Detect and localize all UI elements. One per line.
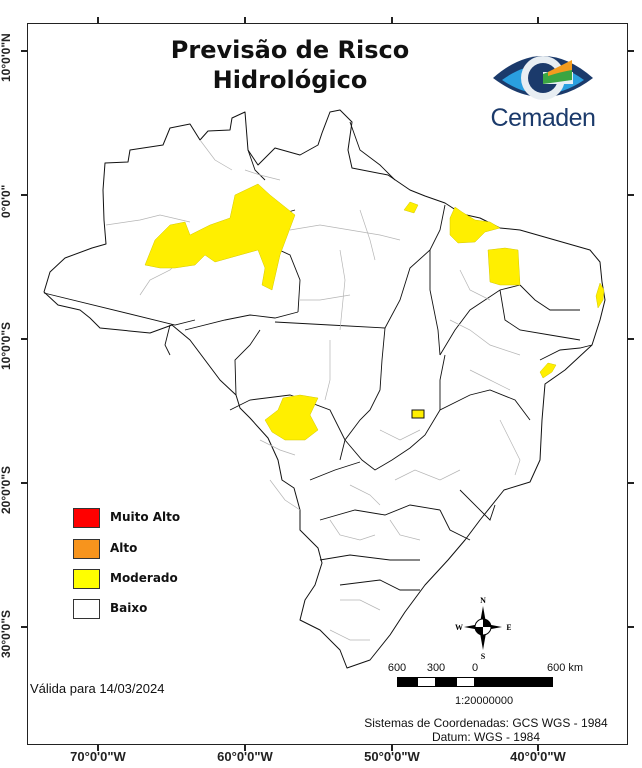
legend-label: Baixo <box>110 601 148 615</box>
legend-label: Muito Alto <box>110 510 181 524</box>
lon-tick <box>391 745 393 751</box>
lat-tick <box>21 338 27 340</box>
lat-tick <box>21 482 27 484</box>
lon-tick <box>391 17 393 23</box>
moderado-maranhao <box>449 206 501 244</box>
lon-tick <box>244 17 246 23</box>
lon-label-60w: 60°0'0"W <box>217 749 273 764</box>
scale-label: 600 <box>387 662 407 674</box>
legend-label: Moderado <box>110 571 178 585</box>
lat-tick <box>628 50 634 52</box>
lat-tick <box>628 338 634 340</box>
scale-label: 300 <box>426 662 446 674</box>
lon-tick <box>537 17 539 23</box>
eye-logo-icon <box>493 56 593 100</box>
swatch-yellow <box>73 569 100 589</box>
lon-label-40w: 40°0'0"W <box>510 749 566 764</box>
svg-text:E: E <box>506 623 511 632</box>
lon-label-50w: 50°0'0"W <box>364 749 420 764</box>
coordinate-system: Sistemas de Coordenadas: GCS WGS - 1984 … <box>350 716 622 744</box>
lon-tick <box>537 745 539 751</box>
swatch-orange <box>73 539 100 559</box>
svg-text:S: S <box>481 652 486 659</box>
scale-label: 600 km <box>546 662 584 674</box>
moderado-para-amapa <box>403 201 419 214</box>
swatch-white <box>73 599 100 619</box>
datum-text: Datum: WGS - 1984 <box>431 730 541 744</box>
cemaden-logo: Cemaden <box>488 46 598 136</box>
lat-tick <box>21 50 27 52</box>
moderado-goias-df <box>411 409 425 419</box>
coord-system-text: Sistemas de Coordenadas: GCS WGS - 1984 <box>364 716 608 730</box>
north-arrow-icon: N S W E <box>455 596 511 659</box>
moderado-rondonia-mt <box>264 394 319 441</box>
lon-tick <box>244 745 246 751</box>
lat-tick <box>21 194 27 196</box>
swatch-red <box>73 508 100 528</box>
title-line-1: Previsão de Risco <box>170 36 410 64</box>
scale-ratio: 1:20000000 <box>455 695 514 707</box>
lon-tick <box>97 17 99 23</box>
moderado-amazonas <box>144 183 296 291</box>
lat-tick <box>628 194 634 196</box>
lat-tick <box>21 626 27 628</box>
scale-label: 0 <box>471 662 479 674</box>
title-line-2: Hidrológico <box>212 66 368 94</box>
legend-label: Alto <box>110 541 138 555</box>
moderado-rn-pb <box>595 282 605 309</box>
svg-text:W: W <box>455 623 463 632</box>
svg-text:N: N <box>480 596 486 605</box>
lat-tick <box>628 482 634 484</box>
lat-tick <box>628 626 634 628</box>
lon-tick <box>97 745 99 751</box>
valid-date: Válida para 14/03/2024 <box>30 681 165 696</box>
moderado-piaui <box>487 247 521 286</box>
map-title: Previsão de Risco Hidrológico <box>150 35 430 95</box>
logo-text: Cemaden <box>490 104 596 132</box>
lon-label-70w: 70°0'0"W <box>70 749 126 764</box>
moderado-al-se <box>539 362 557 379</box>
